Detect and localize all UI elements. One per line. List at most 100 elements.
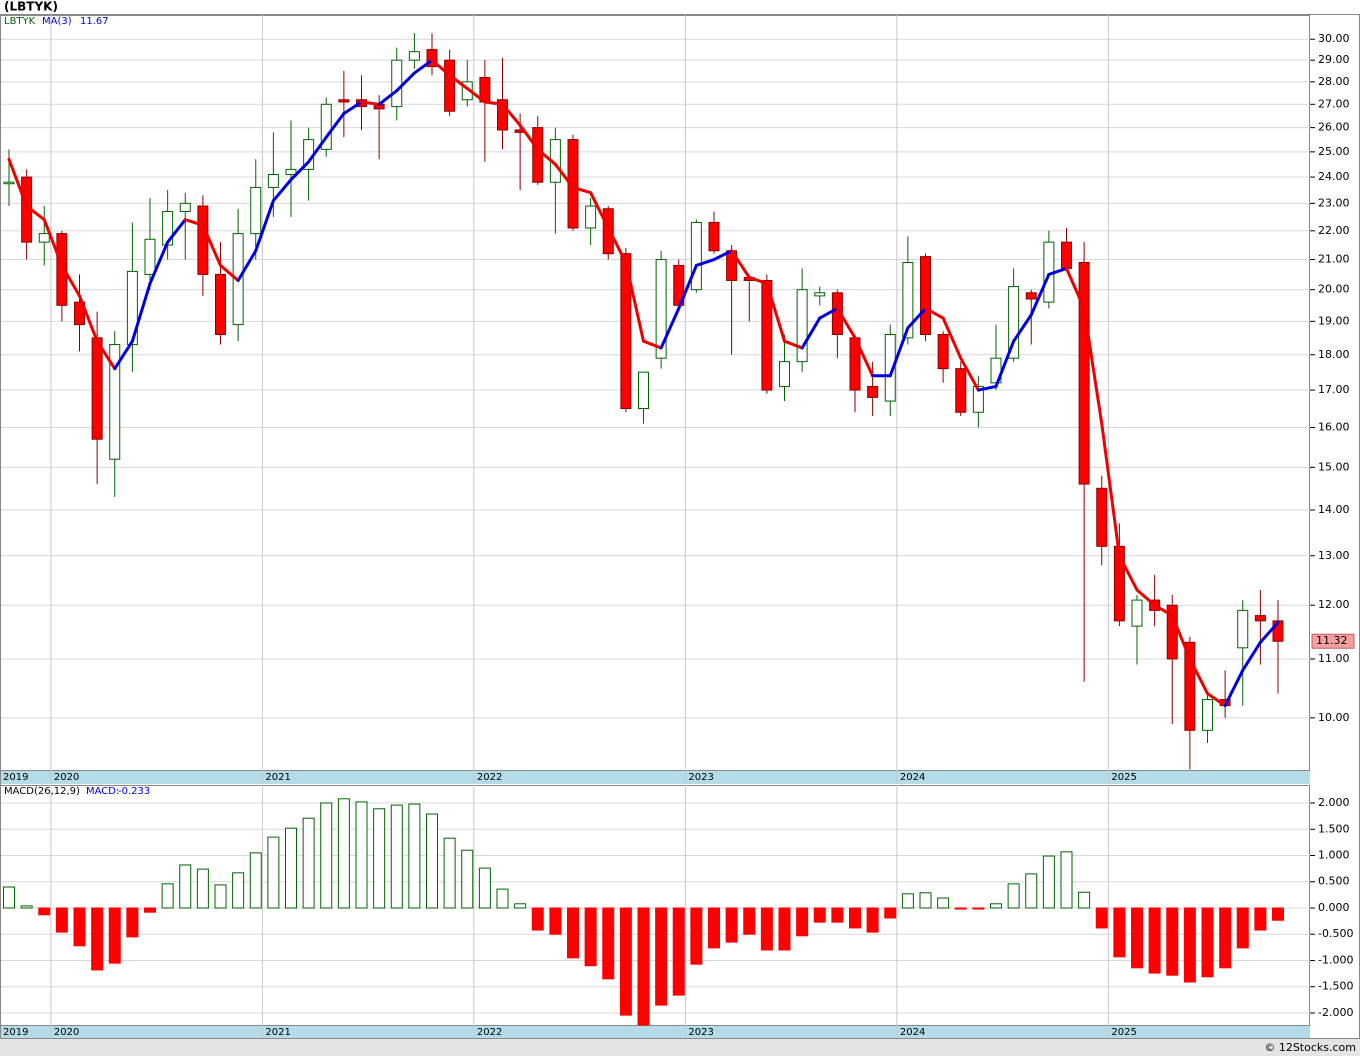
candle-body (444, 59, 456, 112)
last-price-label: 11.32 (1316, 634, 1348, 647)
macd-bar (602, 907, 615, 980)
legend-symbol: LBTYK (4, 16, 36, 27)
ma-line (412, 58, 434, 75)
ma-line (307, 135, 328, 164)
candle-body (91, 337, 103, 440)
ma-line (1029, 272, 1051, 317)
y-tick-label: 0.000 (1318, 901, 1350, 914)
x-tick-label: 2019 (3, 1027, 28, 1038)
ma-line (1082, 306, 1104, 426)
ma-line (1135, 588, 1157, 607)
ma-line (783, 339, 804, 350)
macd-bar (954, 907, 967, 910)
candle-body (497, 99, 508, 131)
x-tick-label: 2023 (688, 772, 713, 783)
macd-bar (1148, 907, 1161, 974)
macd-bar (919, 892, 932, 909)
y-tick-label: 14.00 (1318, 503, 1350, 516)
y-tick-label: 28.00 (1318, 75, 1350, 88)
x-tick-label: 2020 (54, 1027, 79, 1038)
macd-bar (937, 897, 950, 909)
macd-bar (1166, 907, 1179, 976)
candle-body (655, 259, 667, 359)
candle-body (144, 238, 156, 275)
y-tick-label: 13.00 (1318, 549, 1350, 562)
macd-bar (1272, 907, 1284, 921)
candle-body (338, 99, 350, 103)
macd-bar (531, 907, 544, 931)
candle-body (56, 233, 68, 306)
macd-bar (38, 907, 51, 916)
x-tick-label: 2022 (477, 1027, 502, 1038)
ma-line (1047, 266, 1068, 276)
y-tick-label: -1.000 (1318, 953, 1353, 966)
y-tick-label: 27.00 (1318, 97, 1350, 110)
macd-bar (214, 884, 227, 909)
macd-bar (849, 907, 861, 929)
ma-line (941, 316, 963, 360)
ma-line (342, 100, 363, 116)
candle-body (38, 233, 50, 243)
x-tick-label: 2025 (1111, 772, 1136, 783)
y-tick-label: 1.500 (1318, 822, 1350, 835)
footer-bar (0, 1039, 1360, 1056)
macd-bar (1236, 907, 1249, 949)
candle-body (532, 127, 544, 183)
macd-bar (514, 903, 527, 909)
macd-bar (637, 907, 650, 1026)
candle-body (1184, 641, 1196, 731)
candle-body (1025, 292, 1037, 300)
macd-bar (1201, 907, 1214, 978)
candle-body (585, 205, 597, 229)
ma-line (659, 306, 681, 350)
ma-line (7, 157, 29, 208)
macd-bar (708, 907, 720, 949)
ma-line (254, 199, 275, 253)
candle-body (1254, 615, 1266, 622)
macd-bar (73, 907, 86, 947)
ma-line (518, 123, 540, 151)
candle-body (955, 368, 967, 413)
ma-line (289, 160, 311, 182)
legend-macd-value: -0.233 (118, 786, 150, 797)
candle-body (285, 168, 297, 175)
macd-bar (549, 907, 562, 935)
ma-line (448, 73, 469, 90)
macd-bar (179, 864, 192, 909)
ma-line (606, 226, 628, 264)
macd-bar (478, 867, 491, 909)
ma-line (78, 294, 99, 343)
candle-body (408, 51, 420, 61)
y-tick-label: 26.00 (1318, 121, 1350, 134)
y-tick-label: 29.00 (1318, 53, 1350, 66)
y-tick-label: 2.000 (1318, 796, 1350, 809)
ma-line (1170, 614, 1192, 661)
candle-body (1272, 620, 1284, 642)
ma-line (113, 339, 134, 371)
ma-line (465, 86, 487, 104)
ma-line (906, 306, 927, 330)
ma-line (642, 339, 663, 350)
y-tick-label: 23.00 (1318, 196, 1350, 209)
candle-body (1096, 487, 1108, 547)
candle-body (779, 361, 790, 387)
candle-body (3, 181, 15, 185)
y-tick-label: 10.00 (1318, 711, 1350, 724)
macd-bar (760, 907, 773, 951)
macd-bar (426, 813, 438, 909)
macd-bar (108, 907, 121, 964)
y-tick-label: 30.00 (1318, 32, 1350, 45)
candle-body (179, 202, 191, 212)
y-tick-label: 21.00 (1318, 253, 1350, 266)
ma-line (624, 260, 645, 343)
ma-line (148, 240, 170, 286)
candle-body (690, 221, 702, 291)
y-tick-label: 18.00 (1318, 348, 1350, 361)
ma-line (483, 100, 504, 106)
macd-bar (496, 888, 509, 909)
candle-body (126, 270, 138, 346)
watermark: © 12Stocks.com (1264, 1041, 1356, 1054)
candle-body (109, 344, 121, 460)
candle-body (638, 371, 649, 410)
candle-body (708, 221, 720, 252)
